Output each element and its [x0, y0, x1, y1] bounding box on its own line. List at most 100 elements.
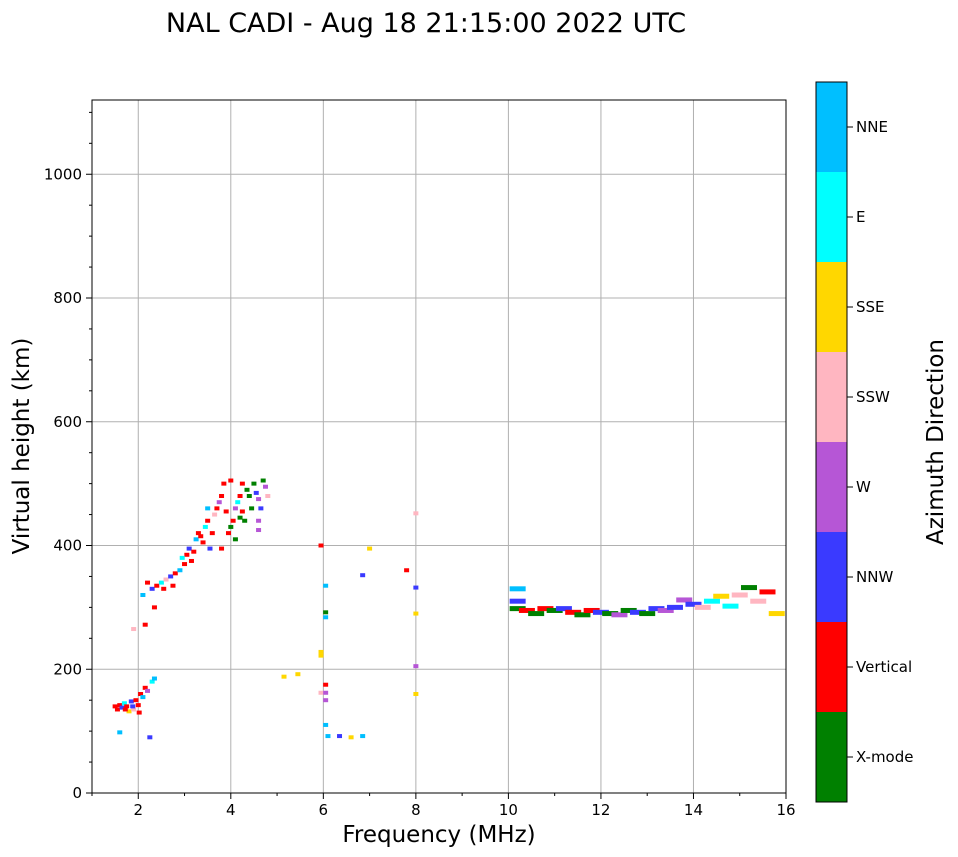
data-point — [281, 674, 287, 679]
colorbar-segment — [816, 712, 847, 802]
data-point — [237, 515, 243, 520]
data-point — [249, 506, 255, 511]
colorbar-label: Azimuth Direction — [923, 339, 949, 545]
data-point — [722, 603, 739, 609]
colorbar-segment — [816, 172, 847, 262]
data-point — [122, 707, 128, 712]
data-point — [518, 607, 535, 613]
y-tick-label: 0 — [72, 784, 82, 802]
data-point — [323, 615, 329, 620]
data-point — [323, 698, 329, 703]
data-point — [337, 734, 343, 739]
x-tick-label: 14 — [684, 801, 703, 819]
x-axis-label: Frequency (MHz) — [342, 822, 535, 848]
data-point — [583, 607, 600, 613]
data-point — [242, 518, 248, 523]
data-point — [648, 606, 665, 612]
data-point — [768, 611, 785, 617]
data-point — [413, 664, 419, 669]
data-point — [193, 537, 199, 542]
data-point — [133, 698, 139, 703]
data-point — [207, 546, 213, 551]
data-point — [256, 497, 262, 502]
data-point — [318, 649, 324, 654]
data-point — [323, 722, 329, 727]
y-tick-label: 1000 — [44, 165, 82, 183]
x-tick-label: 12 — [591, 801, 610, 819]
data-point — [265, 494, 271, 498]
data-point — [149, 679, 155, 684]
plot-grid — [92, 100, 787, 794]
data-point — [318, 543, 324, 548]
data-point — [136, 710, 142, 715]
data-point — [740, 585, 757, 591]
data-point — [131, 627, 137, 632]
data-point — [323, 690, 329, 695]
data-point — [685, 601, 702, 607]
data-point — [639, 611, 656, 617]
data-point — [323, 610, 329, 615]
x-axis: 2 4 6 8 10 12 14 16 — [91, 793, 796, 819]
data-point — [126, 709, 132, 714]
data-point — [119, 705, 125, 710]
data-point — [325, 734, 331, 739]
x-tick-label: 10 — [499, 801, 518, 819]
data-point — [537, 606, 554, 612]
data-point — [151, 676, 157, 681]
data-point — [202, 524, 208, 529]
y-axis-label: Virtual height (km) — [9, 338, 35, 555]
data-point — [225, 531, 231, 536]
x-tick-label: 16 — [776, 801, 795, 819]
colorbar-tick-label: W — [856, 478, 871, 496]
data-point — [360, 573, 366, 578]
data-point — [124, 704, 130, 709]
data-point — [602, 611, 619, 617]
colorbar-tick-label: NNW — [856, 568, 893, 586]
colorbar: X-mode Vertical NNW W SSW SSE E NNE — [815, 81, 913, 803]
data-point — [112, 704, 118, 709]
data-point — [509, 586, 526, 592]
data-point — [216, 500, 222, 505]
chart-title: NAL CADI - Aug 18 21:15:00 2022 UTC — [166, 8, 686, 39]
data-point — [528, 611, 545, 617]
y-tick-label: 600 — [53, 413, 82, 431]
data-point — [191, 549, 197, 554]
data-point — [179, 555, 185, 560]
data-point — [188, 558, 194, 563]
data-point — [413, 511, 419, 516]
y-tick-label: 800 — [53, 289, 82, 307]
data-point — [611, 612, 628, 618]
data-point — [221, 481, 227, 486]
y-tick-label: 200 — [53, 660, 82, 678]
data-point — [509, 598, 526, 604]
data-point — [237, 494, 243, 498]
data-point — [205, 518, 211, 523]
data-point — [348, 735, 354, 740]
data-point — [151, 605, 157, 610]
data-point — [694, 604, 711, 610]
data-point — [318, 690, 324, 695]
colorbar-tick-label: X-mode — [856, 748, 913, 766]
x-tick-label: 2 — [133, 801, 143, 819]
data-point — [219, 546, 225, 551]
x-tick-label: 4 — [226, 801, 236, 819]
colorbar-segment — [816, 352, 847, 442]
data-point — [209, 531, 215, 536]
data-point — [509, 606, 526, 612]
data-point — [145, 688, 151, 693]
plot-points — [112, 478, 785, 740]
data-point — [182, 562, 188, 567]
data-point — [413, 585, 419, 590]
data-point — [413, 611, 419, 616]
data-point — [186, 546, 192, 551]
data-point — [620, 607, 637, 613]
x-tick-label: 8 — [411, 801, 421, 819]
data-point — [759, 589, 776, 595]
data-point — [170, 583, 176, 588]
data-point — [154, 583, 160, 588]
data-point — [130, 704, 136, 709]
data-point — [184, 552, 190, 557]
data-point — [703, 598, 720, 604]
data-point — [323, 583, 329, 588]
